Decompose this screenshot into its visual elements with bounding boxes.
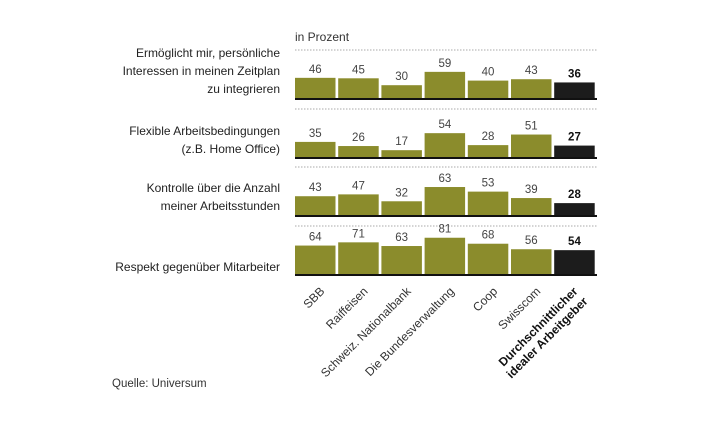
row-label: (z.B. Home Office) xyxy=(182,142,280,156)
row-label: meiner Arbeitsstunden xyxy=(161,199,280,213)
panel-4: Respekt gegenüber Mitarbeiter 64 71 63 81 68 5… xyxy=(115,224,597,276)
row-label: Kontrolle über die Anzahl xyxy=(147,181,280,195)
data-label: 71 xyxy=(352,228,365,240)
row-label: Respekt gegenüber Mitarbeiter xyxy=(115,260,280,274)
category-label: Coop xyxy=(470,284,500,314)
panel-2: Flexible Arbeitsbedingungen (z.B. Home Of… xyxy=(129,108,597,159)
bar xyxy=(511,198,552,216)
panel-1: Ermöglicht mir, persönliche Interessen in… xyxy=(123,46,597,100)
data-label: 17 xyxy=(395,136,408,148)
data-label: 32 xyxy=(395,187,408,199)
bar xyxy=(295,196,336,216)
data-label: 26 xyxy=(352,132,365,144)
bar xyxy=(424,237,466,275)
data-label: 27 xyxy=(568,132,581,144)
data-label: 43 xyxy=(525,65,538,77)
bar xyxy=(511,134,552,158)
data-label: 39 xyxy=(525,184,538,196)
category-label: SBB xyxy=(300,284,327,311)
bar xyxy=(338,78,379,99)
data-label: 45 xyxy=(352,64,365,76)
data-label: 47 xyxy=(352,180,365,192)
data-label: 40 xyxy=(482,67,495,79)
data-label: 81 xyxy=(438,224,451,236)
row-label: zu integrieren xyxy=(207,82,280,96)
data-label: 59 xyxy=(438,58,451,70)
data-label: 54 xyxy=(568,236,581,248)
bar xyxy=(467,243,509,275)
data-label: 68 xyxy=(482,230,495,242)
bar xyxy=(424,187,466,216)
bar xyxy=(338,146,379,158)
bar xyxy=(381,85,422,99)
bar xyxy=(295,245,336,275)
bar xyxy=(511,249,552,275)
panel-3: Kontrolle über die Anzahl meiner Arbeitss… xyxy=(147,166,597,217)
bar xyxy=(381,150,422,158)
bar xyxy=(467,80,509,99)
data-label: 63 xyxy=(395,232,408,244)
bar xyxy=(295,77,336,99)
bar xyxy=(381,201,422,216)
unit-label: in Prozent xyxy=(295,30,350,44)
bar xyxy=(295,141,336,158)
bar xyxy=(381,246,422,275)
bar xyxy=(467,145,509,158)
bar xyxy=(424,133,466,158)
data-label: 64 xyxy=(309,232,322,244)
data-label: 51 xyxy=(525,121,538,133)
bar xyxy=(554,250,595,275)
bar xyxy=(467,191,509,216)
category-label: Die Bundesverwaltung xyxy=(362,284,457,379)
data-label: 56 xyxy=(525,235,538,247)
bar xyxy=(338,242,379,275)
bar xyxy=(338,194,379,216)
data-label: 46 xyxy=(309,64,322,76)
row-label: Interessen in meinen Zeitplan xyxy=(123,64,280,78)
row-label: Flexible Arbeitsbedingungen xyxy=(129,124,280,138)
bar xyxy=(424,71,466,99)
data-label: 54 xyxy=(438,119,451,131)
data-label: 63 xyxy=(438,173,451,185)
data-label: 28 xyxy=(568,189,581,201)
bar xyxy=(554,145,595,158)
data-label: 30 xyxy=(395,71,408,83)
data-label: 28 xyxy=(482,131,495,143)
data-label: 53 xyxy=(482,178,495,190)
bar xyxy=(554,82,595,99)
bar xyxy=(554,203,595,216)
source-note: Quelle: Universum xyxy=(112,378,207,390)
data-label: 35 xyxy=(309,128,322,140)
data-label: 36 xyxy=(568,68,581,80)
data-label: 43 xyxy=(309,182,322,194)
row-label: Ermöglicht mir, persönliche xyxy=(136,46,280,60)
bar xyxy=(511,79,552,99)
